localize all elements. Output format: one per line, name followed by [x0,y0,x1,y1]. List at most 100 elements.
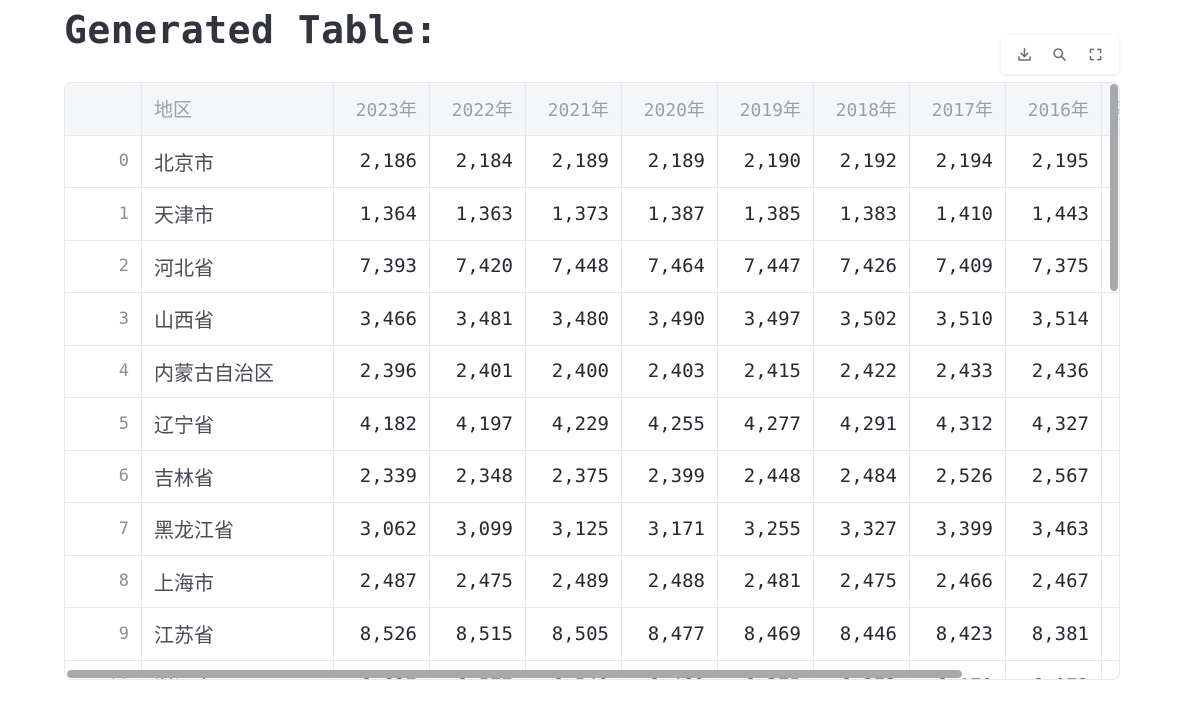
table-row[interactable]: 9 江苏省 8,526 8,515 8,505 8,477 8,469 8,446 8,423 8… [65,608,1119,661]
row-index-cell[interactable]: 0 [65,135,142,187]
value-cell[interactable]: 4,312 [910,398,1006,450]
value-cell[interactable]: 3,125 [526,503,622,555]
region-cell[interactable]: 吉林省 [142,450,334,502]
value-cell[interactable]: 2,448 [718,450,814,502]
value-cell[interactable]: 8,526 [334,608,430,660]
value-cell[interactable]: 3,480 [526,293,622,345]
table-row[interactable]: 0 北京市 2,186 2,184 2,189 2,189 2,190 2,192 2,194 2… [65,135,1119,188]
value-cell[interactable]: 2,481 [718,555,814,607]
value-cell[interactable]: 3,510 [910,293,1006,345]
value-cell[interactable]: 3,497 [718,293,814,345]
row-index-cell[interactable]: 6 [65,450,142,502]
value-cell[interactable]: 2,399 [622,450,718,502]
value-cell[interactable]: 2,195 [1006,135,1102,187]
value-cell[interactable]: 8,515 [430,608,526,660]
region-cell[interactable]: 江苏省 [142,608,334,660]
table-row[interactable]: 7 黑龙江省 3,062 3,099 3,125 3,171 3,255 3,327 3,399… [65,503,1119,556]
value-cell[interactable]: 3,502 [814,293,910,345]
value-cell[interactable]: 1,385 [718,188,814,240]
value-cell[interactable]: 1,364 [334,188,430,240]
value-cell[interactable]: 8,469 [718,608,814,660]
value-cell[interactable]: 3,514 [1006,293,1102,345]
column-header[interactable]: 2019年 [718,83,814,135]
truncated-column-cell[interactable] [1102,556,1119,608]
region-cell[interactable]: 河北省 [142,240,334,292]
value-cell[interactable]: 3,399 [910,503,1006,555]
value-cell[interactable]: 2,475 [430,555,526,607]
value-cell[interactable]: 4,291 [814,398,910,450]
column-header[interactable]: 2021年 [526,83,622,135]
row-index-cell[interactable]: 2 [65,240,142,292]
value-cell[interactable]: 1,387 [622,188,718,240]
value-cell[interactable]: 2,189 [622,135,718,187]
region-cell[interactable]: 上海市 [142,555,334,607]
region-cell[interactable]: 辽宁省 [142,398,334,450]
column-header[interactable]: 2023年 [334,83,430,135]
region-cell[interactable]: 黑龙江省 [142,503,334,555]
value-cell[interactable]: 2,467 [1006,555,1102,607]
vertical-scrollbar[interactable] [1110,84,1118,291]
value-cell[interactable]: 4,197 [430,398,526,450]
row-index-cell[interactable]: 1 [65,188,142,240]
value-cell[interactable]: 7,447 [718,240,814,292]
value-cell[interactable]: 4,182 [334,398,430,450]
value-cell[interactable]: 2,400 [526,345,622,397]
value-cell[interactable]: 2,186 [334,135,430,187]
value-cell[interactable]: 3,481 [430,293,526,345]
value-cell[interactable]: 2,475 [814,555,910,607]
value-cell[interactable]: 2,567 [1006,450,1102,502]
value-cell[interactable]: 1,383 [814,188,910,240]
truncated-column-cell[interactable] [1102,503,1119,555]
value-cell[interactable]: 6,170 [910,660,1006,679]
row-index-cell[interactable]: 9 [65,608,142,660]
value-cell[interactable]: 1,373 [526,188,622,240]
column-header[interactable]: 2016年 [1006,83,1102,135]
value-cell[interactable]: 2,339 [334,450,430,502]
region-cell[interactable]: 天津市 [142,188,334,240]
region-cell[interactable]: 山西省 [142,293,334,345]
column-header[interactable]: 2018年 [814,83,910,135]
value-cell[interactable]: 3,171 [622,503,718,555]
value-cell[interactable]: 7,426 [814,240,910,292]
value-cell[interactable]: 2,375 [526,450,622,502]
search-button[interactable] [1047,42,1073,68]
value-cell[interactable]: 2,466 [910,555,1006,607]
value-cell[interactable]: 2,484 [814,450,910,502]
row-index-cell[interactable]: 4 [65,345,142,397]
column-header[interactable]: 2017年 [910,83,1006,135]
value-cell[interactable]: 4,229 [526,398,622,450]
value-cell[interactable]: 3,327 [814,503,910,555]
value-cell[interactable]: 2,192 [814,135,910,187]
truncated-column-cell[interactable] [1102,451,1119,503]
truncated-column-cell[interactable] [1102,293,1119,345]
download-button[interactable] [1012,42,1038,68]
value-cell[interactable]: 3,062 [334,503,430,555]
table-row[interactable]: 5 辽宁省 4,182 4,197 4,229 4,255 4,277 4,291 4,312 4… [65,398,1119,451]
value-cell[interactable]: 2,190 [718,135,814,187]
data-table[interactable]: 地区 2023年 2022年 2021年 2020年 2019年 2018年 2017年 201… [64,82,1120,680]
truncated-column-cell[interactable] [1102,398,1119,450]
value-cell[interactable]: 2,194 [910,135,1006,187]
column-header[interactable]: 2022年 [430,83,526,135]
value-cell[interactable]: 4,255 [622,398,718,450]
table-row[interactable]: 3 山西省 3,466 3,481 3,480 3,490 3,497 3,502 3,510 3… [65,293,1119,346]
row-index-cell[interactable]: 8 [65,555,142,607]
value-cell[interactable]: 2,415 [718,345,814,397]
value-cell[interactable]: 1,363 [430,188,526,240]
value-cell[interactable]: 7,448 [526,240,622,292]
value-cell[interactable]: 8,423 [910,608,1006,660]
value-cell[interactable]: 7,409 [910,240,1006,292]
value-cell[interactable]: 2,422 [814,345,910,397]
row-index-cell[interactable]: 7 [65,503,142,555]
value-cell[interactable]: 3,490 [622,293,718,345]
region-cell[interactable]: 内蒙古自治区 [142,345,334,397]
value-cell[interactable]: 2,436 [1006,345,1102,397]
table-row[interactable]: 8 上海市 2,487 2,475 2,489 2,488 2,481 2,475 2,466 2… [65,555,1119,608]
table-row[interactable]: 6 吉林省 2,339 2,348 2,375 2,399 2,448 2,484 2,526 2… [65,450,1119,503]
value-cell[interactable]: 2,526 [910,450,1006,502]
value-cell[interactable]: 8,505 [526,608,622,660]
value-cell[interactable]: 7,375 [1006,240,1102,292]
value-cell[interactable]: 1,410 [910,188,1006,240]
value-cell[interactable]: 2,184 [430,135,526,187]
value-cell[interactable]: 8,477 [622,608,718,660]
